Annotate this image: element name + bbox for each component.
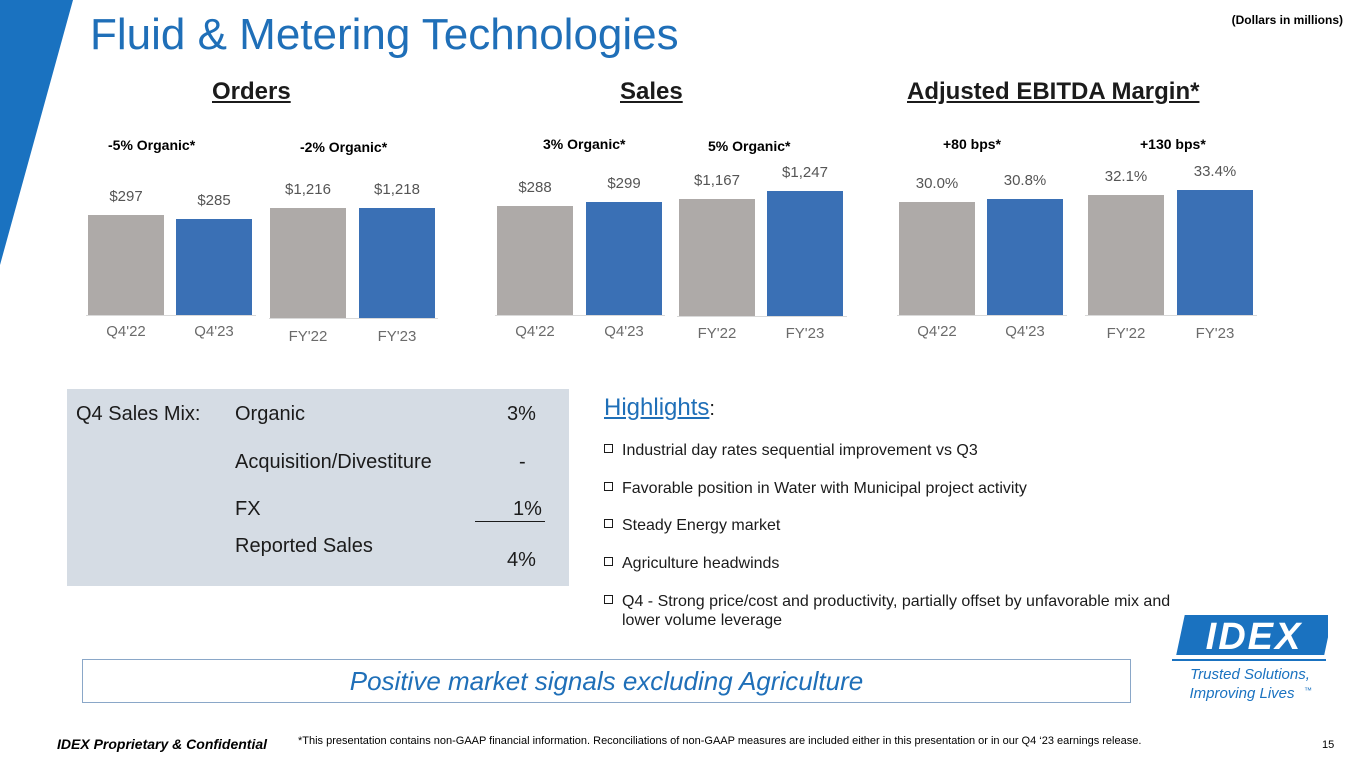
orders-title: Orders	[212, 78, 291, 105]
sales-fy-organic-note: 5% Organic*	[708, 138, 791, 154]
orders-value-label: $297	[109, 188, 143, 205]
ebitda-tick-label: FY'23	[1195, 325, 1235, 342]
summary-banner-text: Positive market signals excluding Agricu…	[349, 666, 864, 696]
ebitda-bar	[1088, 195, 1164, 315]
sales-value-label: $1,247	[782, 164, 828, 181]
sales-tick-label: FY'23	[785, 325, 825, 342]
logo-tagline-2: Improving Lives	[1189, 685, 1295, 702]
page-number: 15	[1322, 739, 1335, 751]
checkbox-bullet-icon	[604, 595, 613, 604]
logo-plate	[1176, 615, 1328, 655]
sales-axis-line	[495, 315, 665, 316]
sales-bar	[586, 202, 662, 315]
sales-axis-line	[677, 316, 847, 317]
ebitda-tick-label: Q4'22	[917, 323, 957, 340]
checkbox-bullet-icon	[604, 557, 613, 566]
logo-rule	[1172, 659, 1326, 661]
sales-title: Sales	[620, 78, 683, 105]
checkbox-bullet-icon	[604, 519, 613, 528]
ebitda-fy-bps-note: +130 bps*	[1140, 136, 1206, 152]
logo-trademark: ™	[1304, 686, 1312, 695]
orders-bar	[270, 208, 346, 318]
orders-value-label: $285	[197, 192, 231, 209]
ebitda-value-label: 30.8%	[1003, 172, 1047, 189]
mix-sum-rule	[475, 521, 545, 522]
summary-banner: Positive market signals excluding Agricu…	[82, 659, 1131, 703]
logo-wordmark: IDEX	[1206, 616, 1303, 658]
orders-bar	[176, 219, 252, 315]
mix-row-organic-value: 3%	[507, 403, 536, 425]
non-gaap-footnote: *This presentation contains non-GAAP fin…	[298, 735, 1142, 747]
highlights-colon: :	[709, 398, 715, 420]
mix-row-fx-name: FX	[235, 498, 261, 520]
units-note: (Dollars in millions)	[1231, 13, 1343, 27]
sales-bar	[497, 206, 573, 315]
orders-value-label: $1,216	[285, 181, 331, 198]
ebitda-tick-label: Q4'23	[1005, 323, 1045, 340]
ebitda-tick-label: FY'22	[1106, 325, 1146, 342]
sales-value-label: $288	[518, 179, 552, 196]
checkbox-bullet-icon	[604, 444, 613, 453]
ebitda-value-label: 32.1%	[1104, 168, 1148, 185]
mix-row-reported-value: 4%	[507, 549, 536, 571]
sales-q4-organic-note: 3% Organic*	[543, 136, 626, 152]
mix-row-acquisition-name: Acquisition/Divestiture	[235, 451, 432, 473]
orders-q4-organic-note: -5% Organic*	[108, 137, 196, 153]
orders-fy-organic-note: -2% Organic*	[300, 139, 388, 155]
mix-row-fx-value: 1%	[513, 498, 542, 520]
orders-bar	[359, 208, 435, 318]
highlights-title: Highlights:	[604, 394, 715, 422]
ebitda-bar	[1177, 190, 1253, 315]
sales-value-label: $1,167	[694, 172, 740, 189]
orders-tick-label: Q4'22	[106, 323, 146, 340]
sales-mix-label: Q4 Sales Mix:	[76, 403, 201, 425]
orders-tick-label: Q4'23	[194, 323, 234, 340]
sales-tick-label: FY'22	[697, 325, 737, 342]
ebitda-value-label: 30.0%	[915, 175, 959, 192]
page-title: Fluid & Metering Technologies	[90, 10, 679, 59]
sales-bar	[679, 199, 755, 316]
sales-value-label: $299	[607, 175, 641, 192]
mix-row-acquisition-value: -	[519, 451, 526, 473]
ebitda-axis-line	[1085, 315, 1257, 316]
ebitda-title: Adjusted EBITDA Margin*	[907, 78, 1200, 105]
checkbox-bullet-icon	[604, 482, 613, 491]
ebitda-bar	[899, 202, 975, 315]
orders-axis-line	[269, 318, 438, 319]
sales-tick-label: Q4'22	[515, 323, 555, 340]
orders-axis-line	[86, 315, 256, 316]
ebitda-q4-bps-note: +80 bps*	[943, 136, 1001, 152]
sales-bar	[767, 191, 843, 316]
decorative-stripe	[0, 0, 73, 265]
ebitda-axis-line	[897, 315, 1067, 316]
orders-tick-label: FY'22	[288, 328, 328, 345]
mix-row-reported-name: Reported Sales	[235, 535, 373, 557]
sales-tick-label: Q4'23	[604, 323, 644, 340]
highlights-heading: Highlights	[604, 394, 710, 421]
ebitda-bar	[987, 199, 1063, 315]
orders-value-label: $1,218	[374, 181, 420, 198]
orders-bar	[88, 215, 164, 315]
idex-logo: IDEX Trusted Solutions, Improving Lives …	[1172, 615, 1328, 702]
ebitda-value-label: 33.4%	[1193, 163, 1237, 180]
sales-mix-box: Q4 Sales Mix: Organic 3% Acquisition/Div…	[67, 389, 569, 586]
orders-tick-label: FY'23	[377, 328, 417, 345]
logo-tagline-1: Trusted Solutions,	[1190, 666, 1310, 683]
confidential-label: IDEX Proprietary & Confidential	[57, 736, 268, 752]
mix-row-organic-name: Organic	[235, 403, 306, 425]
